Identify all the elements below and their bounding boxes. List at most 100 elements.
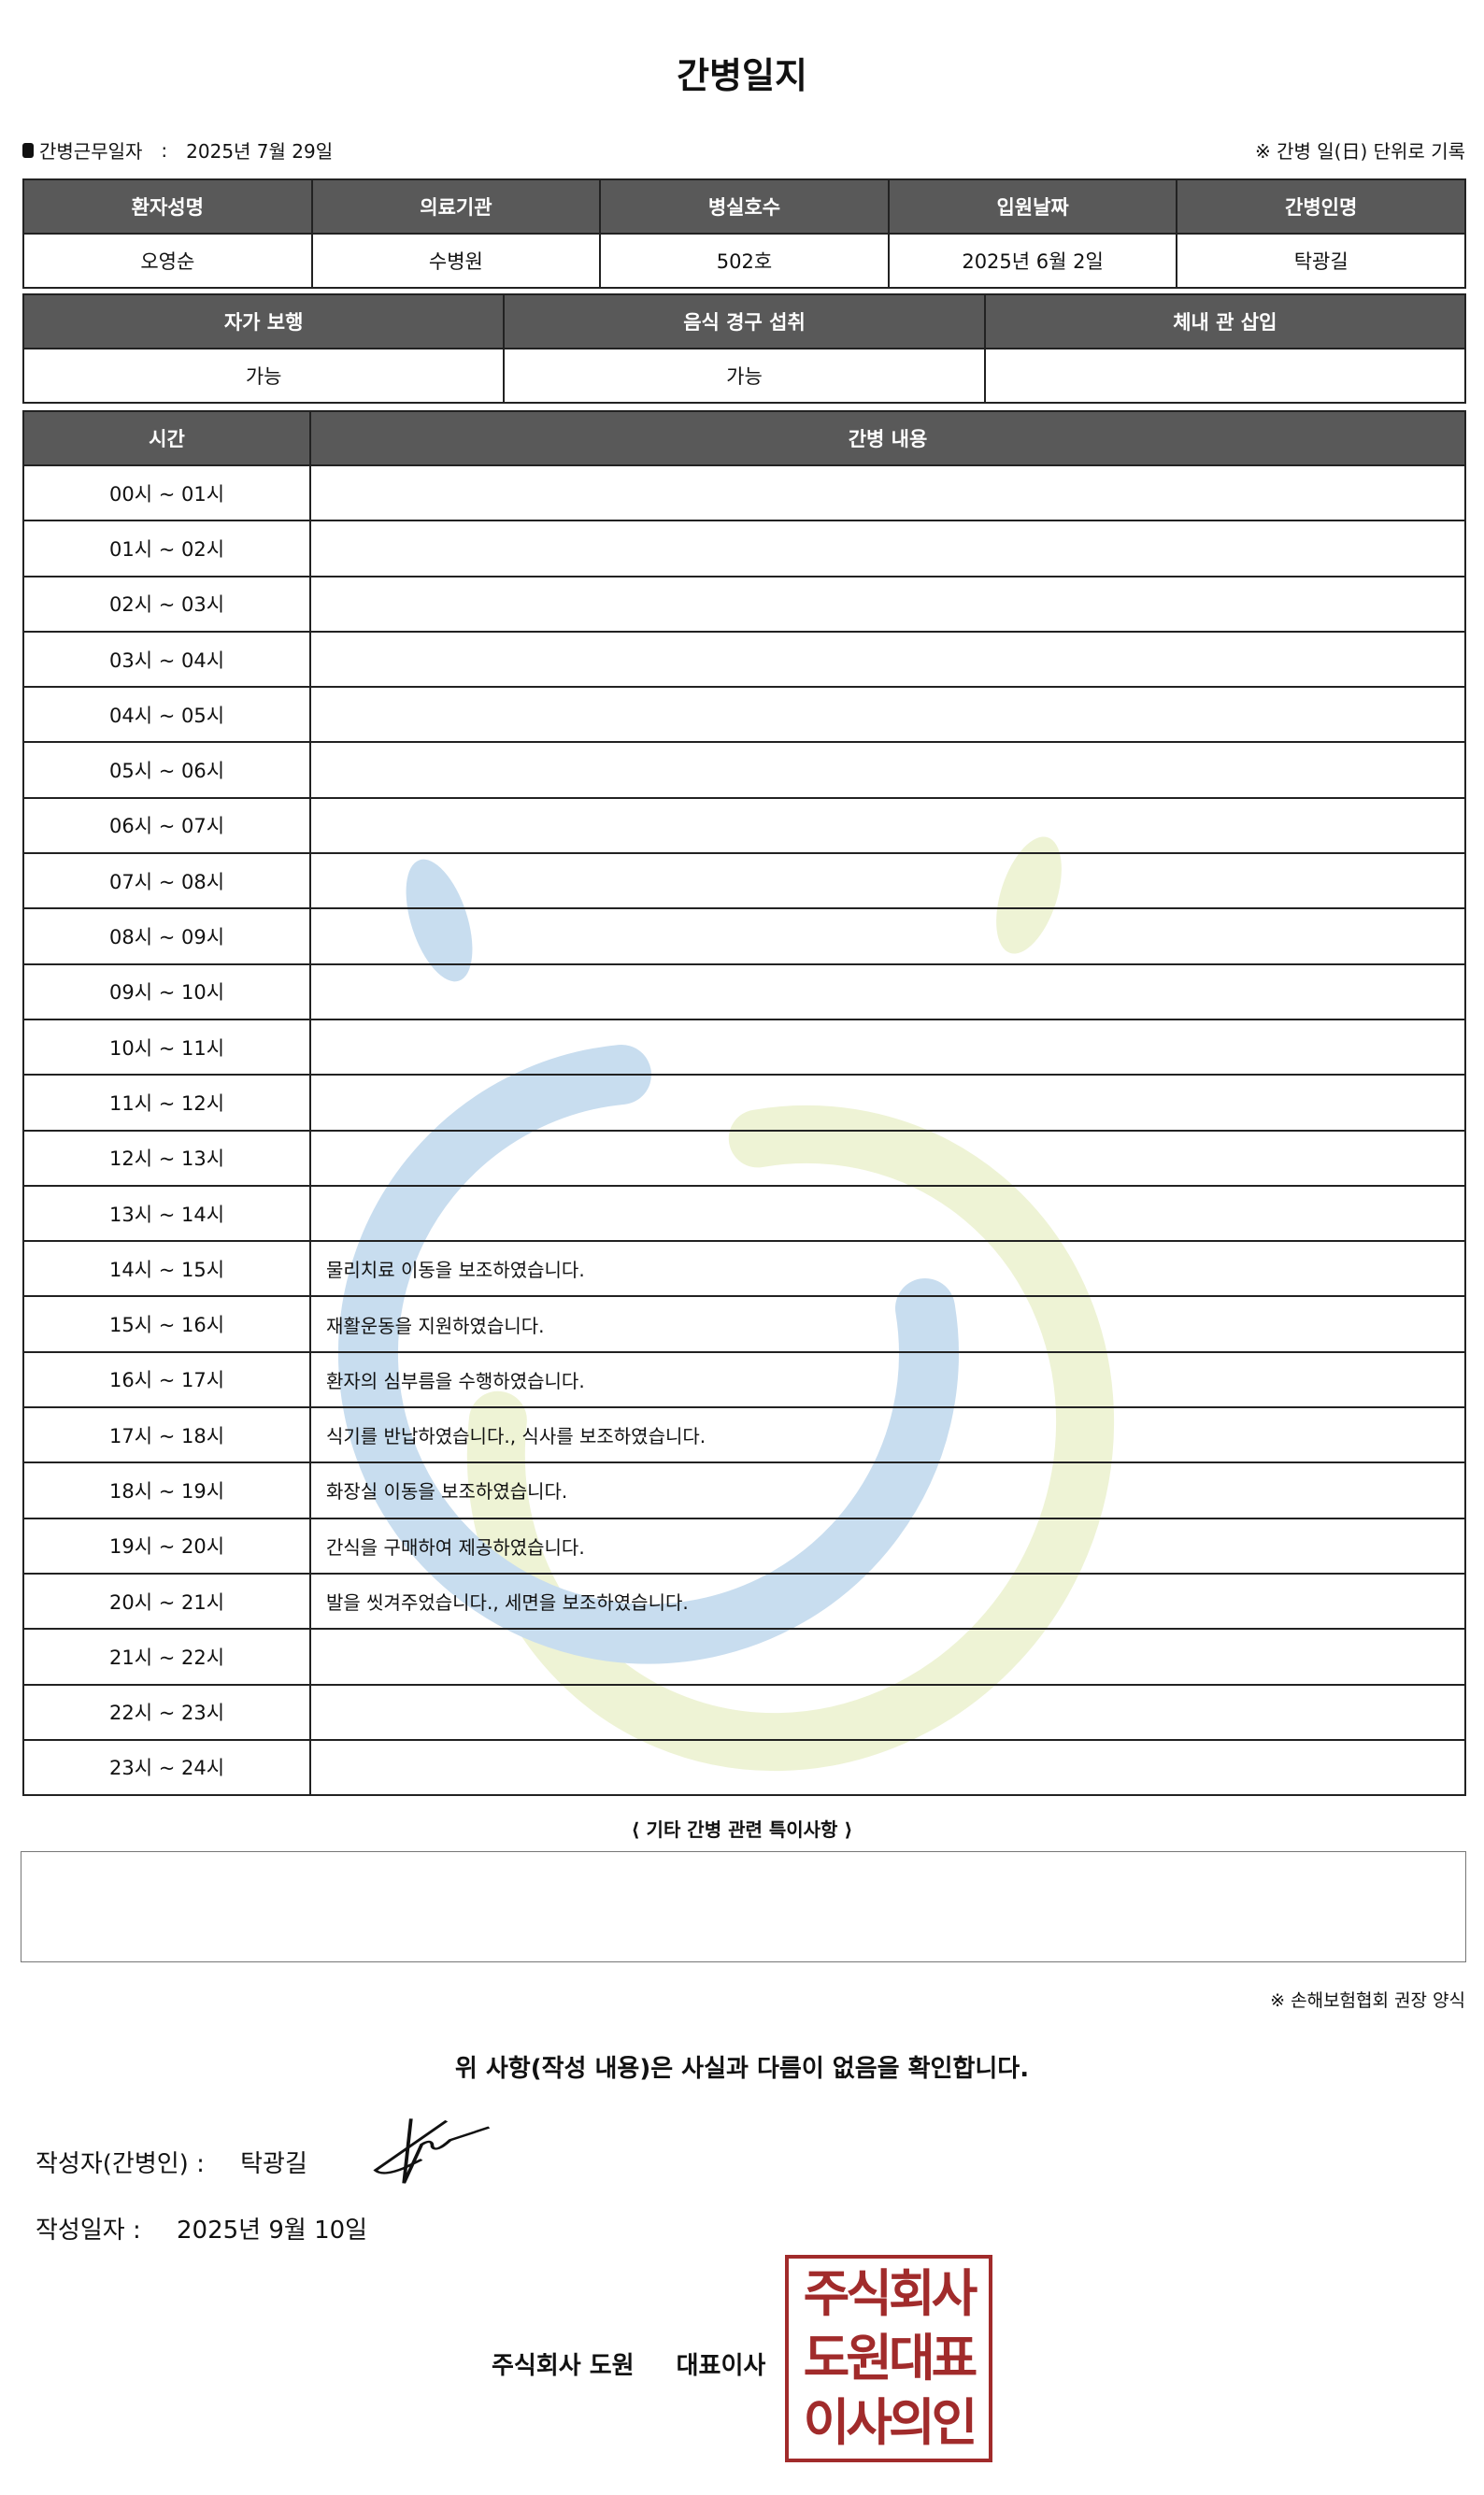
log-time: 23시 ~ 24시 xyxy=(22,1738,311,1797)
log-row: 10시 ~ 11시 xyxy=(22,1018,1466,1076)
log-row: 05시 ~ 06시 xyxy=(22,741,1466,799)
log-row: 03시 ~ 04시 xyxy=(22,630,1466,689)
log-content xyxy=(309,1683,1466,1741)
patient-status-table: 자가 보행 음식 경구 섭취 체내 관 삽입 가능 가능 xyxy=(21,293,1467,404)
log-content xyxy=(309,1738,1466,1797)
walking: 가능 xyxy=(21,348,506,404)
log-content: 화장실 이동을 보조하였습니다. xyxy=(309,1461,1466,1519)
log-row: 09시 ~ 10시 xyxy=(22,962,1466,1020)
log-row: 15시 ~ 16시 재활운동을 지원하였습니다. xyxy=(22,1295,1466,1353)
log-row: 04시 ~ 05시 xyxy=(22,686,1466,744)
log-content xyxy=(309,962,1466,1020)
log-row: 18시 ~ 19시 화장실 이동을 보조하였습니다. xyxy=(22,1461,1466,1519)
header-walking: 자가 보행 xyxy=(21,293,506,349)
admission-date: 2025년 6월 2일 xyxy=(887,233,1178,289)
log-content xyxy=(309,575,1466,633)
log-content: 물리치료 이동을 보조하였습니다. xyxy=(309,1240,1466,1298)
log-time: 18시 ~ 19시 xyxy=(22,1461,311,1519)
work-date-value: 2025년 7월 29일 xyxy=(186,140,334,163)
header-caregiver: 간병인명 xyxy=(1176,178,1466,235)
log-time: 15시 ~ 16시 xyxy=(22,1295,311,1353)
seal-line: 이사의인 xyxy=(803,2392,978,2452)
writer: 작성자(간병인) : 탁광길 xyxy=(36,2145,307,2179)
work-date-separator: : xyxy=(161,138,168,162)
log-row: 20시 ~ 21시 발을 씻겨주었습니다., 세면을 보조하였습니다. xyxy=(22,1572,1466,1631)
seal-line: 주식회사 xyxy=(803,2264,978,2324)
log-time: 19시 ~ 20시 xyxy=(22,1517,311,1575)
log-content xyxy=(309,907,1466,965)
log-time: 14시 ~ 15시 xyxy=(22,1240,311,1298)
etc-title: ⟨ 기타 간병 관련 특이사항 ⟩ xyxy=(631,1818,853,1841)
written-date: 작성일자 : 2025년 9월 10일 xyxy=(36,2211,367,2246)
log-time: 09시 ~ 10시 xyxy=(22,962,311,1020)
seal-line: 도원대표 xyxy=(803,2328,978,2388)
log-content xyxy=(309,852,1466,910)
company-seal-stamp: 주식회사 도원대표 이사의인 xyxy=(785,2255,992,2462)
log-row: 08시 ~ 09시 xyxy=(22,907,1466,965)
log-time: 01시 ~ 02시 xyxy=(22,520,311,577)
log-content xyxy=(309,796,1466,855)
header-care-content: 간병 내용 xyxy=(309,410,1466,466)
log-time: 00시 ~ 01시 xyxy=(22,463,311,522)
care-log-table: 시간 간병 내용 00시 ~ 01시 01시 ~ 02시 02시 ~ 03시 03시 … xyxy=(22,410,1466,1797)
work-date: 간병근무일자 : 2025년 7월 29일 xyxy=(22,136,333,164)
written-date-value: 2025년 9월 10일 xyxy=(176,2217,368,2245)
log-content xyxy=(309,463,1466,522)
log-time: 07시 ~ 08시 xyxy=(22,852,311,910)
header-patient-name: 환자성명 xyxy=(22,178,313,235)
header-time: 시간 xyxy=(22,410,311,466)
page-title: 간병일지 xyxy=(677,55,807,96)
log-content xyxy=(309,1628,1466,1686)
log-row: 19시 ~ 20시 간식을 구매하여 제공하였습니다. xyxy=(22,1517,1466,1575)
work-date-label: 간병근무일자 xyxy=(39,140,143,163)
log-time: 06시 ~ 07시 xyxy=(22,796,311,855)
header-room: 병실호수 xyxy=(599,178,890,235)
bullet-square-icon xyxy=(22,142,34,158)
log-time: 12시 ~ 13시 xyxy=(22,1129,311,1187)
record-unit-note: ※ 간병 일(日) 단위로 기록 xyxy=(1255,140,1465,163)
company-signature: 주식회사 도원 대표이사 xyxy=(492,2346,765,2381)
writer-label: 작성자(간병인) : xyxy=(36,2150,205,2178)
log-row: 22시 ~ 23시 xyxy=(22,1683,1466,1741)
log-content: 식기를 반납하였습니다., 식사를 보조하였습니다. xyxy=(309,1406,1466,1464)
log-content xyxy=(309,686,1466,744)
log-time: 13시 ~ 14시 xyxy=(22,1184,311,1243)
log-row: 16시 ~ 17시 환자의 심부름을 수행하였습니다. xyxy=(22,1350,1466,1409)
log-time: 05시 ~ 06시 xyxy=(22,741,311,799)
log-time: 10시 ~ 11시 xyxy=(22,1018,311,1076)
log-content: 재활운동을 지원하였습니다. xyxy=(309,1295,1466,1353)
log-row: 06시 ~ 07시 xyxy=(22,796,1466,855)
log-content xyxy=(309,1129,1466,1187)
header-tube: 체내 관 삽입 xyxy=(983,293,1467,349)
log-content xyxy=(309,630,1466,689)
log-row: 02시 ~ 03시 xyxy=(22,575,1466,633)
log-content: 환자의 심부름을 수행하였습니다. xyxy=(309,1350,1466,1409)
log-row: 11시 ~ 12시 xyxy=(22,1074,1466,1132)
log-row: 00시 ~ 01시 xyxy=(22,463,1466,522)
log-row: 13시 ~ 14시 xyxy=(22,1184,1466,1243)
log-content xyxy=(309,1018,1466,1076)
log-time: 08시 ~ 09시 xyxy=(22,907,311,965)
log-row: 17시 ~ 18시 식기를 반납하였습니다., 식사를 보조하였습니다. xyxy=(22,1406,1466,1464)
written-date-label: 작성일자 : xyxy=(36,2217,141,2245)
log-time: 20시 ~ 21시 xyxy=(22,1572,311,1631)
tube xyxy=(983,348,1467,404)
signature-image xyxy=(373,2118,491,2184)
log-time: 22시 ~ 23시 xyxy=(22,1683,311,1741)
hospital: 수병원 xyxy=(310,233,602,289)
log-time: 03시 ~ 04시 xyxy=(22,630,311,689)
log-row: 12시 ~ 13시 xyxy=(22,1129,1466,1187)
ceo-title: 대표이사 xyxy=(676,2352,766,2380)
log-time: 16시 ~ 17시 xyxy=(22,1350,311,1409)
log-time: 04시 ~ 05시 xyxy=(22,686,311,744)
company-name: 주식회사 도원 xyxy=(492,2352,635,2380)
log-time: 11시 ~ 12시 xyxy=(22,1074,311,1132)
log-content: 발을 씻겨주었습니다., 세면을 보조하였습니다. xyxy=(309,1572,1466,1631)
form-source-note: ※ 손해보험협회 권장 양식 xyxy=(1270,1990,1465,2011)
log-row: 14시 ~ 15시 물리치료 이동을 보조하였습니다. xyxy=(22,1240,1466,1298)
writer-name: 탁광길 xyxy=(240,2150,307,2178)
header-hospital: 의료기관 xyxy=(310,178,602,235)
log-row: 01시 ~ 02시 xyxy=(22,520,1466,577)
log-row: 21시 ~ 22시 xyxy=(22,1628,1466,1686)
patient-info-table: 환자성명 의료기관 병실호수 입원날짜 간병인명 오영순 수병원 502호 20… xyxy=(22,178,1466,289)
